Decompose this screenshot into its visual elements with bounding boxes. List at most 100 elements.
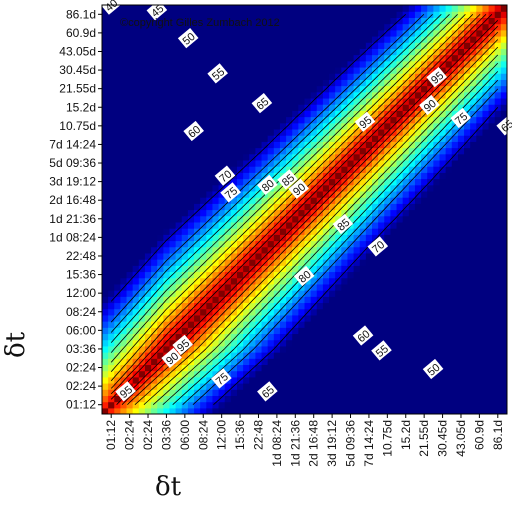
contour-line-50 [110, 14, 499, 405]
heatmap-cell [126, 252, 134, 260]
heatmap-cell [230, 116, 238, 124]
heatmap-cell [445, 333, 453, 341]
heatmap-cell [243, 234, 250, 242]
heatmap-cell [230, 91, 238, 99]
heatmap-cell [218, 383, 226, 390]
heatmap-cell [286, 11, 293, 18]
heatmap-cell [433, 48, 441, 56]
heatmap-cell [194, 5, 201, 12]
heatmap-cell [267, 97, 275, 105]
heatmap-cell [451, 271, 459, 279]
heatmap-cell [476, 122, 484, 130]
heatmap-cell [108, 364, 115, 372]
heatmap-cell [267, 234, 275, 242]
heatmap-cell [372, 296, 379, 304]
heatmap-cell [194, 159, 201, 167]
heatmap-cell [390, 104, 398, 111]
heatmap-cell [249, 97, 257, 105]
heatmap-cell [200, 141, 207, 149]
heatmap-cell [396, 277, 404, 285]
heatmap-cell [488, 259, 496, 266]
heatmap-cell [451, 228, 459, 235]
heatmap-cell [218, 203, 226, 211]
heatmap-cell [384, 221, 392, 229]
heatmap-cell [329, 172, 336, 180]
heatmap-cell [292, 29, 299, 37]
heatmap-cell [237, 308, 244, 316]
heatmap-cell [298, 302, 306, 310]
heatmap-cell [316, 135, 324, 142]
heatmap-cell [120, 401, 128, 409]
heatmap-cell [494, 97, 502, 105]
heatmap-cell [249, 246, 257, 254]
heatmap-cell [169, 54, 177, 62]
heatmap-cell [457, 54, 465, 62]
heatmap-cell [316, 209, 324, 217]
heatmap-cell [292, 296, 299, 304]
heatmap-cell [132, 203, 140, 211]
heatmap-cell [108, 122, 115, 130]
heatmap-cell [414, 333, 422, 341]
heatmap-cell [144, 252, 152, 260]
heatmap-cell [102, 234, 109, 242]
heatmap-cell [230, 166, 238, 173]
heatmap-cell [494, 376, 502, 384]
heatmap-cell [414, 395, 422, 403]
heatmap-cell [138, 190, 146, 198]
heatmap-cell [347, 246, 355, 254]
heatmap-cell [243, 66, 250, 74]
heatmap-cell [187, 407, 195, 414]
heatmap-cell [384, 85, 392, 93]
heatmap-cell [365, 110, 373, 118]
heatmap-cell [224, 66, 232, 74]
heatmap-cell [273, 166, 281, 173]
heatmap-cell [316, 48, 324, 56]
heatmap-cell [494, 209, 502, 217]
heatmap-cell [402, 327, 410, 335]
heatmap-cell [169, 178, 177, 186]
heatmap-cell [310, 327, 318, 335]
heatmap-cell [292, 42, 299, 49]
heatmap-cell [494, 17, 502, 25]
heatmap-cell [359, 240, 367, 248]
heatmap-cell [482, 215, 490, 223]
heatmap-cell [476, 376, 484, 384]
heatmap-cell [181, 166, 189, 173]
heatmap-cell [138, 66, 146, 74]
heatmap-cell [194, 395, 201, 403]
heatmap-cell [243, 104, 250, 111]
heatmap-cell [144, 17, 152, 25]
heatmap-cell [464, 215, 471, 223]
heatmap-cell [372, 364, 379, 372]
heatmap-cell [120, 5, 128, 12]
heatmap-cell [230, 79, 238, 87]
heatmap-cell [304, 104, 312, 111]
heatmap-cell [286, 29, 293, 37]
heatmap-cell [151, 35, 158, 43]
heatmap-cell [120, 228, 128, 235]
heatmap-cell [230, 314, 238, 322]
heatmap-cell [243, 339, 250, 347]
heatmap-cell [230, 153, 238, 161]
heatmap-cell [408, 240, 416, 248]
heatmap-cell [175, 364, 183, 372]
heatmap-cell [439, 333, 447, 341]
heatmap-cell [267, 85, 275, 93]
heatmap-cell [433, 407, 441, 414]
heatmap-cell [365, 302, 373, 310]
heatmap-cell [298, 91, 306, 99]
y-tick-label: 30.45d [59, 63, 96, 77]
heatmap-cell [212, 234, 220, 242]
heatmap-cell [500, 79, 507, 87]
heatmap-cell [414, 370, 422, 378]
heatmap-cell [384, 401, 392, 409]
heatmap-cell [476, 215, 484, 223]
heatmap-cell [108, 172, 115, 180]
heatmap-cell [414, 327, 422, 335]
heatmap-cell [151, 327, 158, 335]
heatmap-cell [384, 203, 392, 211]
heatmap-cell [347, 240, 355, 248]
heatmap-cell [267, 172, 275, 180]
heatmap-cell [488, 215, 496, 223]
heatmap-cell [470, 296, 477, 304]
